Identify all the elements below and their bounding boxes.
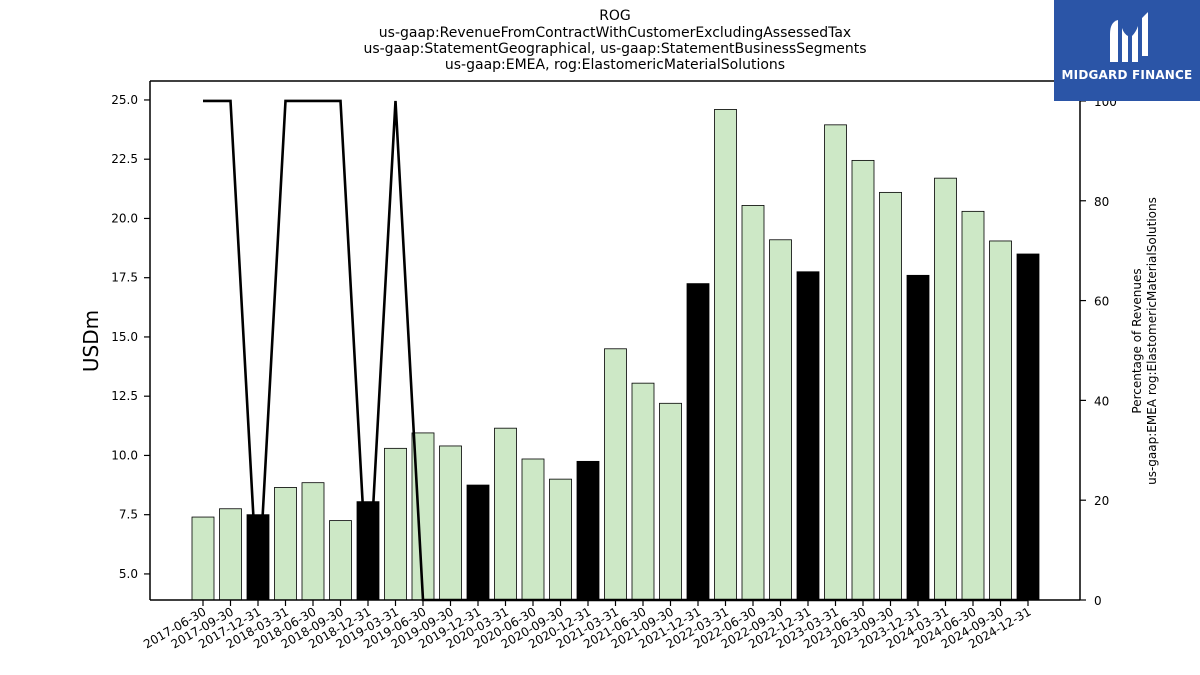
bar-2019-03-31 (384, 447, 407, 601)
title-line-4: us-gaap:EMEA, rog:ElastomericMaterialSol… (445, 57, 785, 73)
bar-2018-06-30 (301, 482, 325, 601)
y2-axis-label-line-2: us-gaap:EMEA rog:ElastomericMaterialSolu… (1145, 197, 1159, 485)
bar-2017-06-30 (191, 516, 215, 601)
y2-tick-label: 60 (1094, 295, 1109, 309)
brand-logo: MIDGARD FINANCE (1054, 0, 1200, 101)
bar-2019-12-31 (466, 484, 490, 601)
y-tick-label: 10.0 (111, 448, 138, 462)
bar-2020-12-31 (576, 460, 600, 601)
y2-tick-label: 40 (1094, 394, 1109, 408)
y-axis-label: USDm (79, 310, 103, 372)
bar-2023-03-31 (824, 124, 847, 601)
bar-2018-09-30 (329, 520, 352, 601)
bar-2022-03-31 (714, 109, 737, 601)
y-tick-label: 15.0 (111, 330, 138, 344)
title-line-2: us-gaap:RevenueFromContractWithCustomerE… (379, 25, 851, 41)
bar-2024-06-30 (961, 210, 985, 601)
logo-mark-icon (1110, 12, 1148, 62)
bar-2020-03-31 (494, 427, 517, 601)
y2-axis-label-line-1: Percentage of Revenues (1130, 268, 1144, 413)
y2-axis-label: Percentage of Revenues us-gaap:EMEA rog:… (1130, 197, 1159, 485)
bar-2020-09-30 (549, 478, 572, 601)
y-ticks: 5.0 7.5 10.0 12.5 15.0 17.5 20.0 22.5 25.0 (111, 93, 150, 581)
bar-2021-12-31 (686, 283, 710, 601)
bar-2023-09-30 (879, 191, 902, 601)
bars (191, 109, 1040, 601)
brand-name: MIDGARD FINANCE (1061, 68, 1193, 82)
y-tick-label: 17.5 (111, 271, 138, 285)
y-tick-label: 25.0 (111, 93, 138, 107)
y-tick-label: 20.0 (111, 211, 138, 225)
bar-2024-09-30 (989, 240, 1012, 601)
bar-2018-03-31 (274, 487, 297, 601)
bar-2020-06-30 (521, 458, 545, 601)
bar-2021-06-30 (631, 382, 655, 601)
bar-2023-06-30 (851, 159, 875, 601)
title-line-3: us-gaap:StatementGeographical, us-gaap:S… (363, 41, 866, 57)
y2-tick-label: 80 (1094, 195, 1109, 209)
bar-2022-12-31 (796, 271, 820, 601)
y2-tick-label: 20 (1094, 494, 1109, 508)
bar-2021-03-31 (604, 348, 627, 601)
y-tick-label: 12.5 (111, 389, 138, 403)
title-line-1: ROG (599, 8, 631, 24)
bar-2021-09-30 (659, 402, 682, 601)
bar-2024-03-31 (934, 177, 957, 601)
bar-2017-09-30 (219, 508, 242, 601)
y-tick-label: 22.5 (111, 152, 138, 166)
bar-2022-09-30 (769, 239, 792, 601)
x-ticks: 2017-06-302017-09-302017-12-312018-03-31… (141, 600, 1034, 651)
bar-2024-12-31 (1016, 253, 1040, 601)
bar-2022-06-30 (741, 205, 765, 601)
bar-2019-09-30 (439, 445, 462, 601)
bar-2023-12-31 (906, 274, 930, 601)
y-tick-label: 7.5 (119, 508, 138, 522)
y-tick-label: 5.0 (119, 567, 138, 581)
chart-title: ROG us-gaap:RevenueFromContractWithCusto… (363, 8, 866, 73)
y2-tick-label: 0 (1094, 594, 1102, 608)
